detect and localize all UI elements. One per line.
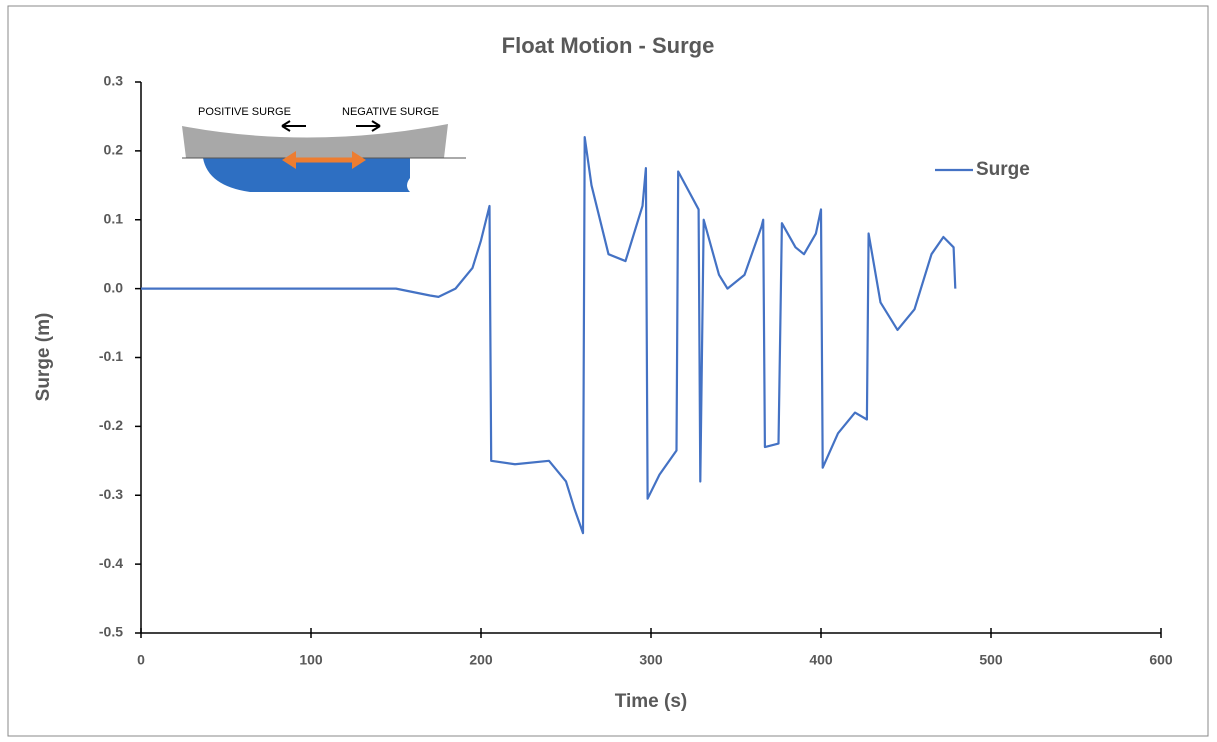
annotation: POSITIVE SURGE (198, 106, 291, 118)
annotation: NEGATIVE SURGE (342, 106, 439, 118)
x-tick-label: 0 (137, 652, 145, 668)
chart-title: Float Motion - Surge (502, 33, 715, 58)
x-tick-label: 300 (639, 652, 663, 668)
y-tick-label: 0.2 (104, 142, 124, 158)
hull-below (203, 158, 410, 192)
y-tick-label: 0.3 (104, 73, 124, 89)
x-tick-label: 400 (809, 652, 833, 668)
x-axis-label: Time (s) (615, 691, 688, 712)
y-tick-label: 0.1 (104, 210, 124, 226)
series-line (141, 136, 957, 535)
y-axis-label: Surge (m) (33, 313, 54, 402)
chart-border (7, 5, 1209, 737)
y-tick-label: -0.5 (99, 624, 123, 640)
x-tick-label: 100 (299, 652, 323, 668)
y-tick-label: -0.2 (99, 417, 123, 433)
y-tick-label: -0.4 (99, 555, 123, 571)
inset-diagram: POSITIVE SURGE NEGATIVE SURGE (182, 106, 466, 192)
x-tick-label: 600 (1149, 652, 1173, 668)
positive-arrow (281, 120, 306, 132)
y-tick-label: -0.3 (99, 486, 123, 502)
y-tick-label: -0.1 (99, 348, 123, 364)
negative-arrow (356, 120, 381, 132)
legend-label: Surge (976, 159, 1030, 180)
hull-above (182, 124, 448, 158)
x-tick-label: 500 (979, 652, 1003, 668)
y-tick-label: 0.0 (104, 279, 124, 295)
x-tick-label: 200 (469, 652, 493, 668)
